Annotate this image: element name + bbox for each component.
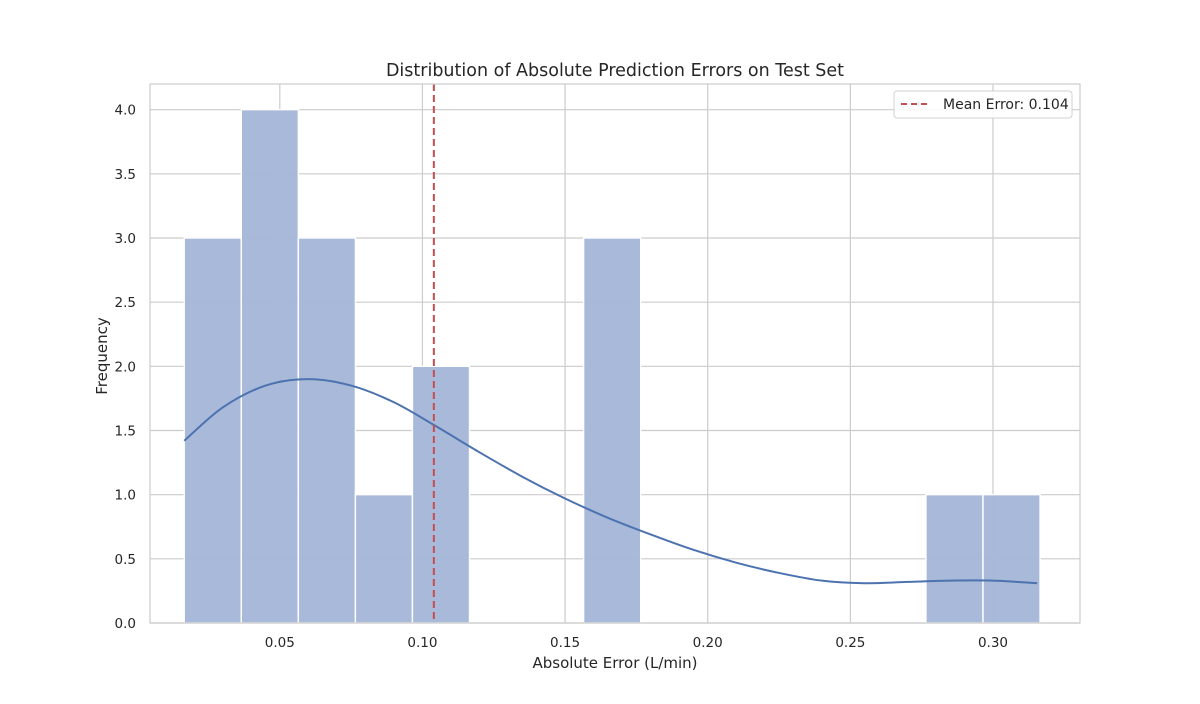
chart-title: Distribution of Absolute Prediction Erro… [386,61,844,81]
histogram-bar [240,108,300,624]
x-tick-label: 0.25 [835,635,865,651]
x-axis-label: Absolute Error (L/min) [532,654,697,672]
y-tick-label: 2.5 [115,295,136,311]
x-tick-label: 0.15 [550,635,580,651]
histogram-bar [925,493,984,624]
x-tick-label: 0.05 [265,635,295,651]
y-tick-label: 4.0 [115,103,136,119]
histogram-bar [582,237,642,624]
y-tick-label: 1.0 [115,488,136,504]
x-tick-label: 0.10 [407,635,437,651]
legend-box [893,90,1073,119]
y-tick-label: 3.5 [115,167,136,183]
y-tick-label: 0.0 [115,616,136,632]
histogram-bars [183,108,1041,624]
legend-mean-label: Mean Error: 0.104 [943,97,1069,113]
kde-curve-group [183,378,1038,585]
y-axis-label: Frequency [93,317,111,395]
y-tick-label: 2.0 [115,359,136,375]
histogram-bar [354,493,414,624]
legend: Mean Error: 0.104 [893,90,1073,119]
histogram-bar [411,365,471,624]
histogram-bar [297,237,357,624]
histogram-bar [982,493,1041,624]
y-tick-label: 3.0 [115,231,136,247]
x-tick-label: 0.30 [978,635,1008,651]
y-tick-labels: 0.0 0.5 1.0 1.5 2.0 2.5 3.0 3.5 4.0 [115,103,136,632]
x-tick-label: 0.20 [693,635,723,651]
kde-curve [183,378,1038,585]
plot-frame [149,83,1081,624]
x-tick-labels: 0.05 0.10 0.15 0.20 0.25 0.30 [265,635,1008,651]
y-tick-label: 1.5 [115,424,136,440]
y-tick-label: 0.5 [115,552,136,568]
histogram-bar [183,237,242,624]
